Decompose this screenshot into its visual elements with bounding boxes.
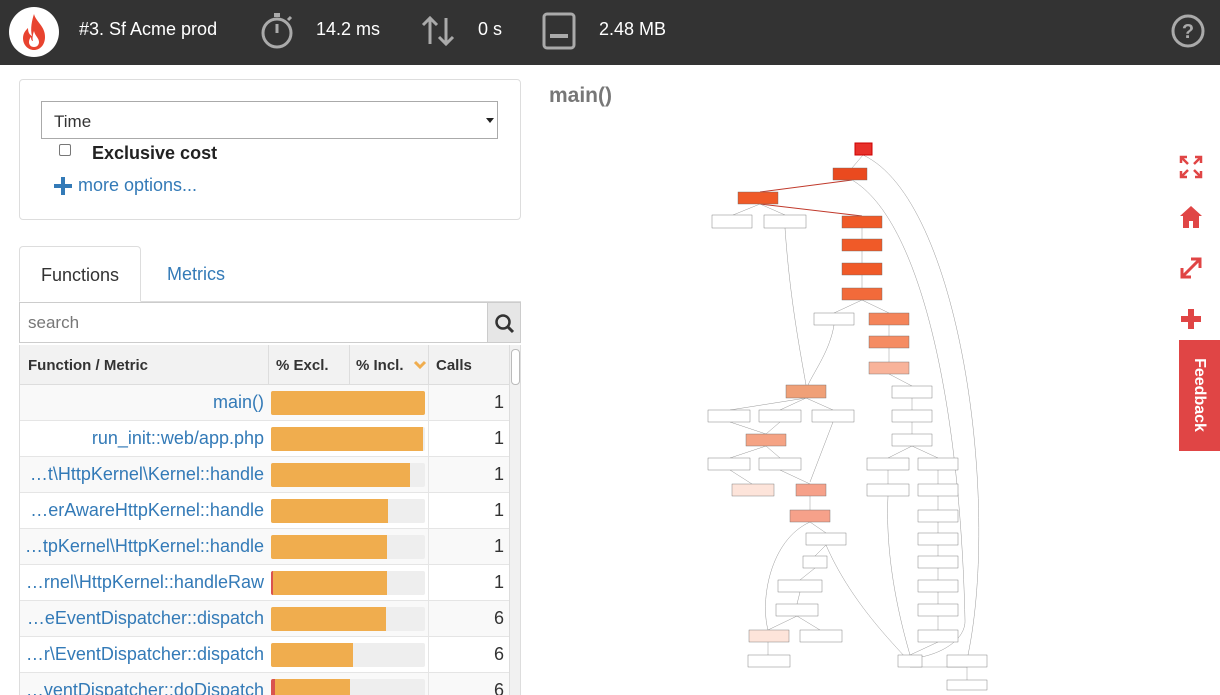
cost-bar bbox=[271, 679, 425, 695]
flame-icon bbox=[23, 14, 45, 50]
memory-value: 2.48 MB bbox=[599, 19, 667, 39]
calls-value: 6 bbox=[493, 644, 504, 664]
calls-value: 6 bbox=[493, 608, 504, 628]
metric-select[interactable]: Time bbox=[41, 101, 498, 139]
tabs: Functions Metrics bbox=[19, 246, 521, 302]
table-row[interactable]: …ventDispatcher::doDispatch 6 bbox=[20, 673, 509, 695]
function-link[interactable]: run_init::web/app.php bbox=[91, 428, 264, 448]
table-row[interactable]: …erAwareHttpKernel::handle 1 bbox=[20, 493, 509, 529]
function-link[interactable]: …eEventDispatcher::dispatch bbox=[26, 608, 264, 628]
memory-icon bbox=[542, 12, 576, 50]
inclusive-bar-fill bbox=[271, 535, 387, 559]
inclusive-bar-fill bbox=[271, 607, 386, 631]
graph-title: main() bbox=[549, 84, 612, 107]
inclusive-bar-fill bbox=[271, 391, 425, 415]
zoom-in-icon[interactable] bbox=[1178, 306, 1204, 332]
tab-metrics[interactable]: Metrics bbox=[167, 264, 225, 284]
calls-value: 1 bbox=[493, 464, 504, 484]
fit-screen-icon[interactable] bbox=[1178, 154, 1204, 180]
cost-bar bbox=[271, 463, 425, 487]
cost-bar bbox=[271, 607, 425, 631]
scrollbar-thumb[interactable] bbox=[511, 349, 520, 385]
table-scrollbar[interactable] bbox=[509, 345, 520, 695]
flame-logo[interactable] bbox=[9, 7, 59, 57]
tab-divider bbox=[19, 301, 521, 302]
feedback-button[interactable]: Feedback bbox=[1179, 340, 1220, 451]
exclusive-bar-fill bbox=[271, 571, 273, 595]
inclusive-bar-fill bbox=[271, 463, 410, 487]
calls-value: 1 bbox=[493, 500, 504, 520]
header-calls[interactable]: Calls bbox=[436, 357, 472, 374]
function-link[interactable]: …rnel\HttpKernel::handleRaw bbox=[25, 572, 264, 592]
header-function[interactable]: Function / Metric bbox=[28, 357, 148, 374]
expand-icon[interactable] bbox=[1178, 255, 1204, 281]
function-link[interactable]: main() bbox=[212, 392, 264, 412]
updown-arrows-icon bbox=[421, 15, 455, 47]
profile-title: #3. Sf Acme prod bbox=[79, 19, 218, 39]
top-bar: #3. Sf Acme prod 14.2 ms 0 s 2.48 MB ? bbox=[0, 0, 1220, 65]
metric-select-value: Time bbox=[54, 112, 92, 131]
calls-value: 1 bbox=[493, 392, 504, 412]
cost-bar bbox=[271, 643, 425, 667]
table-row[interactable]: …t\HttpKernel\Kernel::handle 1 bbox=[20, 457, 509, 493]
calls-value: 6 bbox=[493, 680, 504, 695]
time-value: 14.2 ms bbox=[316, 19, 381, 39]
table-row[interactable]: …rnel\HttpKernel::handleRaw 1 bbox=[20, 565, 509, 601]
inclusive-bar-fill bbox=[271, 499, 388, 523]
chevron-down-icon bbox=[486, 118, 494, 123]
calls-value: 1 bbox=[493, 536, 504, 556]
function-link[interactable]: …erAwareHttpKernel::handle bbox=[30, 500, 264, 520]
svg-text:?: ? bbox=[1182, 21, 1194, 43]
help-icon[interactable]: ? bbox=[1170, 13, 1206, 49]
function-link[interactable]: …t\HttpKernel\Kernel::handle bbox=[29, 464, 264, 484]
search-icon bbox=[495, 314, 515, 334]
cost-bar bbox=[271, 499, 425, 523]
header-incl[interactable]: % Incl. bbox=[356, 357, 404, 374]
function-link[interactable]: …r\EventDispatcher::dispatch bbox=[25, 644, 264, 664]
cost-bar bbox=[271, 535, 425, 559]
more-options-label: more options... bbox=[78, 175, 198, 195]
call-graph[interactable] bbox=[700, 138, 1000, 693]
tab-functions[interactable]: Functions bbox=[19, 246, 141, 302]
search-box bbox=[19, 302, 488, 343]
table-header: Function / Metric % Excl. % Incl. Calls bbox=[20, 345, 509, 385]
plus-icon bbox=[54, 177, 72, 195]
stopwatch-icon bbox=[261, 13, 293, 49]
io-value: 0 s bbox=[478, 19, 503, 39]
function-link[interactable]: …ventDispatcher::doDispatch bbox=[25, 680, 264, 695]
header-excl[interactable]: % Excl. bbox=[276, 357, 329, 374]
cost-bar bbox=[271, 427, 425, 451]
inclusive-bar-fill bbox=[271, 643, 353, 667]
exclusive-cost-checkbox[interactable] bbox=[59, 144, 71, 156]
inclusive-bar-fill bbox=[271, 427, 423, 451]
table-row[interactable]: run_init::web/app.php 1 bbox=[20, 421, 509, 457]
search-input[interactable] bbox=[20, 303, 487, 342]
search-button[interactable] bbox=[487, 302, 521, 343]
function-link[interactable]: …tpKernel\HttpKernel::handle bbox=[24, 536, 264, 556]
inclusive-bar-fill bbox=[273, 571, 387, 595]
exclusive-bar-fill bbox=[271, 679, 275, 695]
table-row[interactable]: main() 1 bbox=[20, 385, 509, 421]
calls-value: 1 bbox=[493, 428, 504, 448]
sort-desc-icon[interactable] bbox=[413, 360, 427, 370]
table-row[interactable]: …eEventDispatcher::dispatch 6 bbox=[20, 601, 509, 637]
inclusive-bar-fill bbox=[275, 679, 350, 695]
cost-bar bbox=[271, 391, 425, 415]
functions-table: Function / Metric % Excl. % Incl. Calls … bbox=[19, 345, 521, 695]
feedback-label: Feedback bbox=[1191, 358, 1208, 432]
cost-bar bbox=[271, 571, 425, 595]
table-row[interactable]: …tpKernel\HttpKernel::handle 1 bbox=[20, 529, 509, 565]
table-row[interactable]: …r\EventDispatcher::dispatch 6 bbox=[20, 637, 509, 673]
calls-value: 1 bbox=[493, 572, 504, 592]
exclusive-cost-label: Exclusive cost bbox=[92, 143, 218, 163]
home-icon[interactable] bbox=[1178, 204, 1204, 230]
options-panel: Time Exclusive cost more options... bbox=[19, 79, 521, 220]
